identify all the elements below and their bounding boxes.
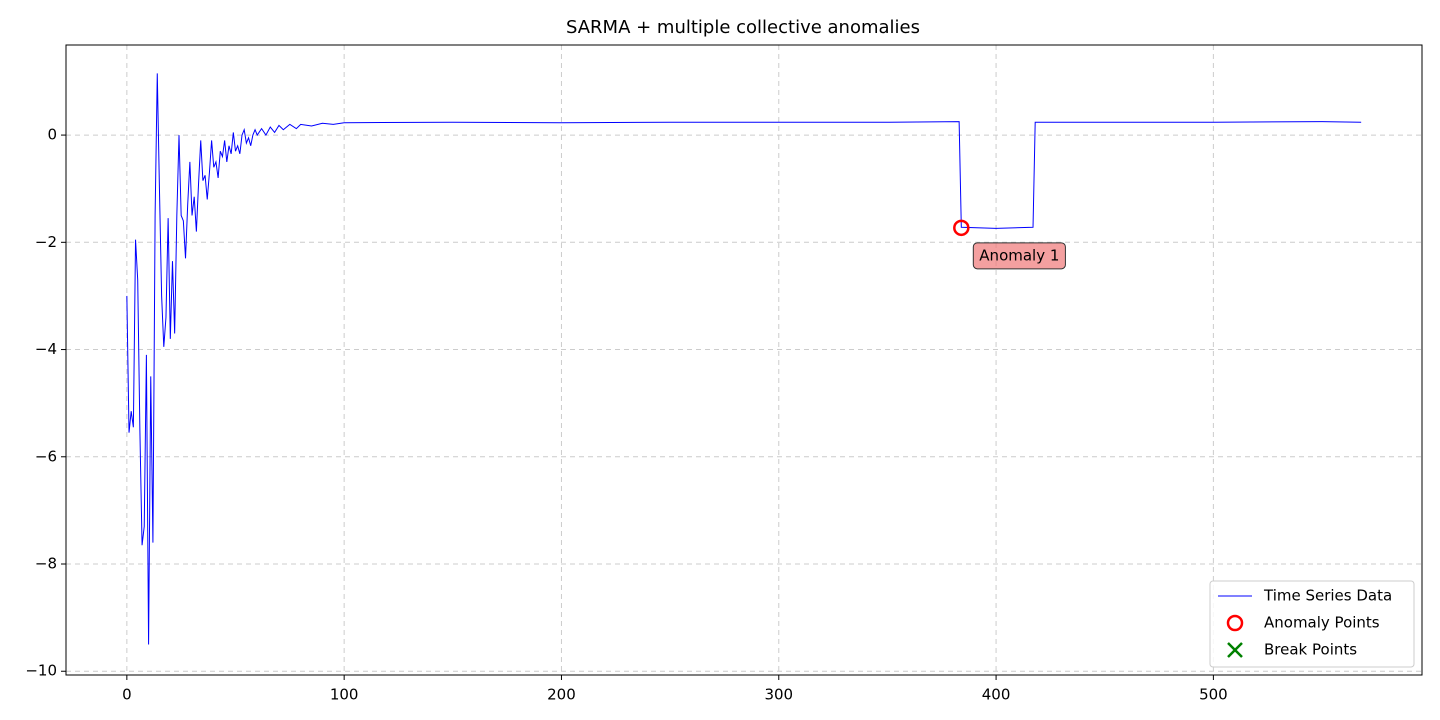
legend-label: Anomaly Points [1264, 614, 1380, 632]
data-line [126, 73, 1362, 645]
legend-box [1209, 580, 1415, 668]
annotation: Anomaly 1 [972, 242, 1066, 270]
y-tick-label: −2 [35, 233, 57, 251]
x-tick-label: 200 [547, 686, 576, 704]
x-tick-label: 500 [1199, 686, 1228, 704]
legend-swatch [1227, 642, 1243, 658]
x-tick-label: 0 [122, 686, 132, 704]
y-tick-label: −4 [35, 340, 57, 358]
y-tick-label: −6 [35, 447, 57, 465]
legend-label: Break Points [1264, 641, 1357, 659]
chart-title: SARMA + multiple collective anomalies [566, 17, 920, 38]
x-tick-label: 300 [764, 686, 793, 704]
legend: Time Series Data Anomaly Points Break Poin… [1209, 580, 1415, 668]
annotation-text: Anomaly 1 [979, 246, 1059, 264]
legend-label: Time Series Data [1263, 587, 1392, 605]
legend-swatch [1226, 614, 1244, 632]
y-tick-label: 0 [47, 126, 57, 144]
x-tick-label: 100 [330, 686, 359, 704]
anomaly-point [953, 219, 970, 237]
annotation-box [972, 242, 1066, 270]
plot-frame [65, 44, 1423, 676]
x-tick-label: 400 [982, 686, 1011, 704]
y-tick-label: −10 [25, 662, 57, 680]
y-tick-label: −8 [35, 555, 57, 573]
